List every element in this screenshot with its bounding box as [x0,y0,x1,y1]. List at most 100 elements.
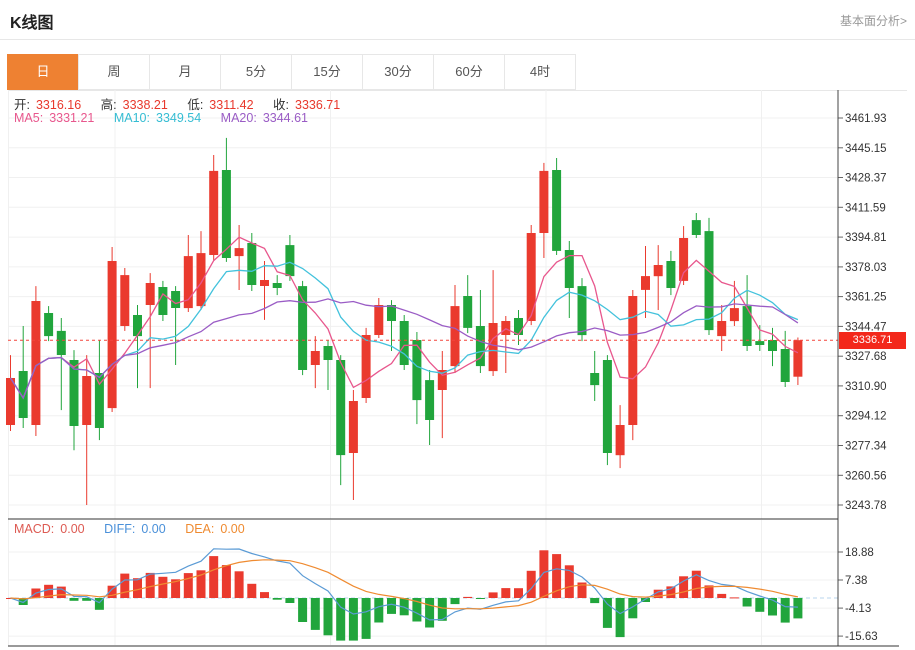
macd-bar [475,598,485,599]
macd-bar [145,572,155,598]
candle-body [69,360,79,426]
candle-body [361,335,371,398]
tab-item-6[interactable]: 60分 [433,54,505,90]
macd-bar [94,598,104,610]
y-axis-label: 3378.03 [845,262,887,274]
ma5-label: MA5: [14,111,44,125]
macd-bar [602,598,612,628]
high-value: 3338.21 [122,98,168,112]
macd-bar [298,598,308,622]
y-axis-label: 3394.81 [845,232,887,244]
ma20-line [9,298,799,400]
macd-bar [133,578,142,598]
macd-bar [450,598,460,605]
candle-body [755,341,765,345]
macd-bar [691,570,701,598]
macd-label: MACD: [14,522,55,536]
tab-item-1[interactable]: 周 [78,54,150,90]
y-axis-label: 3445.15 [845,143,887,155]
macd-bar [666,586,676,598]
candle-body [552,170,562,251]
macd-bar [742,598,752,607]
tab-item-3[interactable]: 5分 [220,54,292,90]
ma-legend: MA5: 3331.21 MA10: 3349.54 MA20: 3344.61 [14,111,324,125]
y-axis-label: 3361.25 [845,292,887,304]
candle-body [272,283,282,288]
macd-bar [552,554,562,598]
y-axis-label: 3243.78 [845,500,887,512]
y-axis-label: 3294.12 [845,411,887,423]
candle-body [590,373,600,386]
candle-body [145,283,155,305]
macd-bar [641,598,650,602]
macd-bar [272,598,282,600]
y-axis-label: 3428.37 [845,173,887,185]
macd-axis-label: -15.63 [845,631,878,643]
candle-body [729,308,739,322]
candle-body [247,243,257,285]
macd-bar [577,582,587,598]
ohlc-legend: 开: 3316.16 高: 3338.21 低: 3311.42 收: 3336.71 [14,94,346,113]
candle-body [387,305,396,321]
macd-bar [107,585,117,598]
candle-body [742,306,752,346]
candle-body [31,301,41,425]
candle-body [450,306,460,367]
main-candlestick-chart[interactable]: 3461.93 3445.15 3428.37 3411.59 3394.81 3378.… [0,90,915,520]
macd-bar [183,573,193,598]
dea-line [10,559,799,610]
candle-body [602,360,612,453]
candle-body [679,238,689,281]
macd-value: 0.00 [60,522,85,536]
macd-bar [82,598,92,601]
candle-body [526,233,536,321]
macd-bar [412,598,422,622]
candle-body [285,245,295,277]
macd-bar [285,598,295,603]
high-label: 高: [100,98,117,112]
tab-item-7[interactable]: 4时 [504,54,576,90]
candle-body [717,321,727,337]
macd-bar [615,598,625,638]
macd-bar [56,586,66,598]
macd-bar [768,598,777,616]
macd-chart[interactable]: 18.88 7.38 -4.13 -15.63 [0,520,915,650]
candle-body [564,250,574,288]
candle-body [298,286,308,370]
macd-bar [196,570,206,598]
y-axis-label: 3411.59 [845,202,886,214]
macd-bar [361,598,371,639]
y-axis-label: 3277.34 [845,441,887,453]
candle-body [488,323,498,372]
fundamental-analysis-link[interactable]: 基本面分析> [839,14,907,28]
macd-axis-label: 18.88 [845,547,874,559]
candle-body [704,231,714,331]
candle-body [425,380,435,420]
macd-axis-label: 7.38 [845,575,867,587]
macd-bar [628,598,638,619]
y-axis-label: 3327.68 [845,351,887,363]
ma5-line [9,236,799,400]
candle-body [793,340,803,377]
candle-body [768,340,777,351]
candle-body [653,265,663,277]
tab-item-5[interactable]: 30分 [362,54,434,90]
candle-body [18,371,28,418]
y-axis-label: 3310.90 [845,381,887,393]
candle-body [158,287,168,315]
macd-bar [387,598,396,614]
macd-bar [463,596,473,598]
tabs-baseline [8,90,907,91]
ma20-label: MA20: [220,111,257,125]
ma10-value: 3349.54 [156,111,202,125]
candle-body [399,321,409,365]
macd-bar [425,598,435,628]
tab-item-0[interactable]: 日 [7,54,79,90]
macd-bar [679,576,689,598]
y-axis-label: 3344.47 [845,321,887,333]
candle-body [514,318,523,335]
chart-left-border [8,90,9,646]
tab-item-4[interactable]: 15分 [291,54,363,90]
tab-item-2[interactable]: 月 [149,54,221,90]
